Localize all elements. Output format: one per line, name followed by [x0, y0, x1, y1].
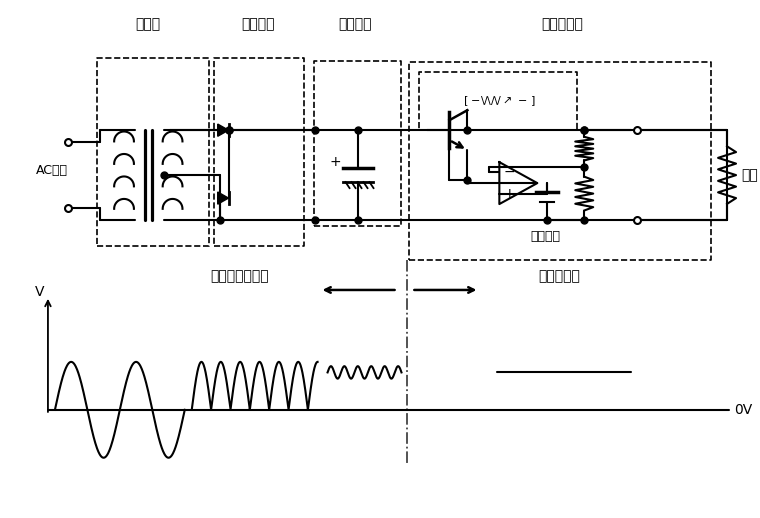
- Text: 安定化回路: 安定化回路: [541, 17, 583, 31]
- Text: 非安定化電源部: 非安定化電源部: [211, 269, 269, 283]
- Text: −: −: [504, 165, 515, 179]
- Text: 整流回路: 整流回路: [241, 17, 274, 31]
- Text: +: +: [330, 155, 341, 169]
- Text: V: V: [34, 285, 44, 299]
- Text: [ $-$\/\/\/$\nearrow$ $-$ ]: [ $-$\/\/\/$\nearrow$ $-$ ]: [463, 94, 536, 108]
- Text: +: +: [504, 187, 515, 201]
- Text: 基準電圧: 基準電圧: [530, 230, 560, 243]
- Text: 0V: 0V: [734, 403, 752, 417]
- Polygon shape: [499, 162, 537, 204]
- Polygon shape: [217, 192, 229, 204]
- Text: 負荷: 負荷: [741, 168, 758, 182]
- Text: 安定化電源: 安定化電源: [538, 269, 580, 283]
- Text: 平滑回路: 平滑回路: [337, 17, 372, 31]
- Text: 変圧器: 変圧器: [135, 17, 160, 31]
- Polygon shape: [217, 124, 229, 136]
- Text: AC電源: AC電源: [36, 164, 68, 177]
